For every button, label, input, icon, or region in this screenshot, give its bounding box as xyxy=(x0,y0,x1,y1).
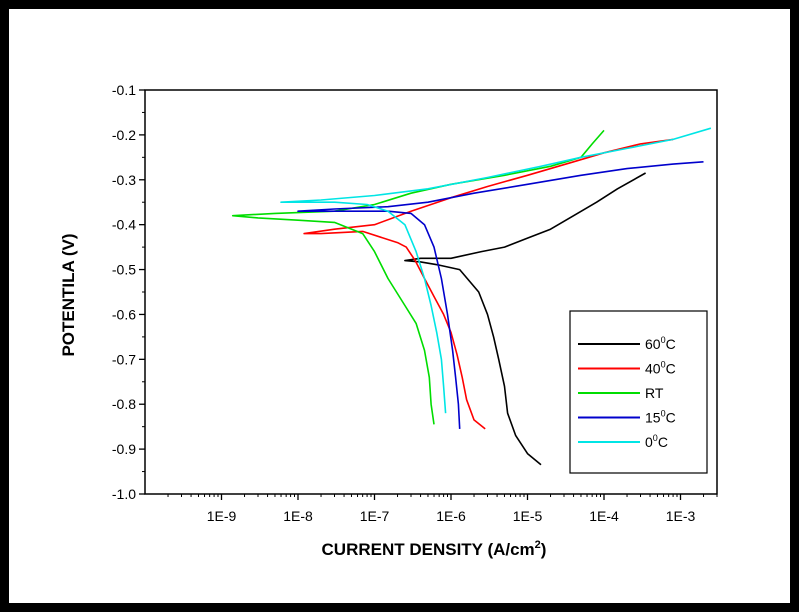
legend-label-1: 400C xyxy=(645,360,676,377)
y-tick-label: -0.8 xyxy=(112,396,136,412)
x-tick-label: 1E-8 xyxy=(283,508,313,524)
y-tick-label: -0.1 xyxy=(112,82,136,98)
series-line-2 xyxy=(231,129,605,425)
legend: 600C 400C RT 150C 00C xyxy=(569,310,708,474)
x-tick-label: 1E-4 xyxy=(589,508,619,524)
x-tick-label: 1E-6 xyxy=(436,508,466,524)
series-line-4 xyxy=(280,127,712,414)
series-line-1 xyxy=(303,138,674,430)
x-axis-ticks: 1E-9 1E-8 1E-7 1E-6 1E-5 1E-4 1E-3 xyxy=(167,494,718,524)
legend-label-2: RT xyxy=(645,385,664,401)
y-tick-label: -1.0 xyxy=(112,486,136,502)
y-axis-ticks: -0.1 -0.2 -0.3 -0.4 -0.5 -0.6 -0.7 -0.8 -0.9 -1.0 xyxy=(112,82,145,502)
y-tick-label: -0.5 xyxy=(112,262,136,278)
y-axis-title: POTENTILA (V) xyxy=(59,233,78,356)
legend-label-3: 150C xyxy=(645,409,676,426)
x-tick-label: 1E-5 xyxy=(513,508,543,524)
y-tick-label: -0.6 xyxy=(112,306,136,322)
legend-label-4: 00C xyxy=(645,433,668,450)
series-line-0 xyxy=(404,172,646,466)
y-tick-label: -0.4 xyxy=(112,217,136,233)
series-line-3 xyxy=(297,161,704,429)
y-tick-label: -0.3 xyxy=(112,172,136,188)
y-tick-label: -0.7 xyxy=(112,351,136,367)
legend-label-0: 600C xyxy=(645,335,676,352)
x-tick-label: 1E-7 xyxy=(360,508,390,524)
x-axis-title: CURRENT DENSITY (A/cm2) xyxy=(322,539,547,559)
x-tick-label: 1E-3 xyxy=(666,508,696,524)
y-tick-label: -0.9 xyxy=(112,441,136,457)
x-tick-label: 1E-9 xyxy=(207,508,237,524)
y-tick-label: -0.2 xyxy=(112,127,136,143)
series-lines xyxy=(231,127,712,466)
